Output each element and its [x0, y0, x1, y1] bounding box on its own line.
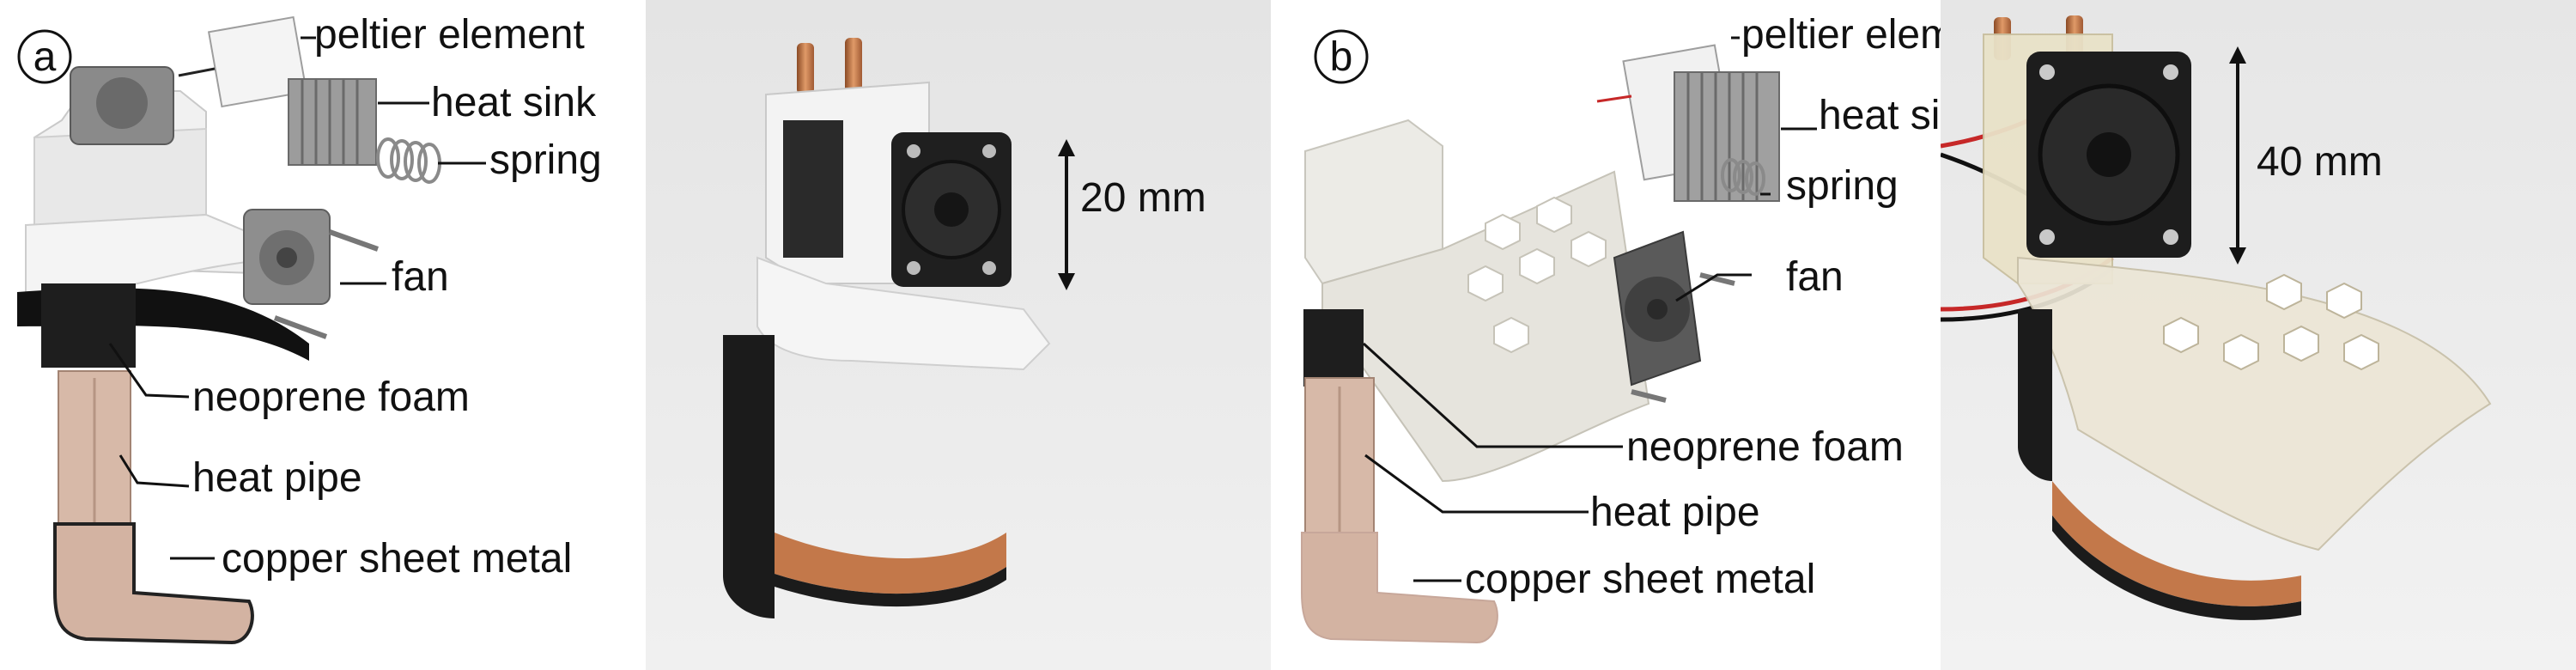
photo-a-foam	[723, 335, 775, 618]
panel-a-svg: a	[0, 0, 646, 670]
panel-b-marker: b	[1314, 29, 1369, 84]
photo-a-svg: 20 mm	[646, 0, 1271, 670]
panel-a-marker: a	[17, 29, 72, 84]
label-foam-a: neoprene foam	[192, 375, 470, 420]
photo-b-svg: 40 mm	[1941, 0, 2576, 670]
label-fan-b: fan	[1786, 254, 1844, 300]
label-pipe-a: heat pipe	[192, 455, 362, 501]
panel-a-letter: a	[33, 34, 57, 80]
dimension-arrow-a	[1058, 139, 1075, 290]
leader-lines-a	[108, 36, 486, 560]
label-copper-b: copper sheet metal	[1465, 557, 1815, 602]
fan-a	[243, 209, 380, 339]
heat-sink-b	[1674, 71, 1780, 202]
photo-b-hex-holes	[2163, 273, 2379, 371]
label-heatsink-a: heat sink	[431, 80, 597, 125]
peltier-element-a	[207, 15, 308, 108]
copper-sheet-b	[1301, 532, 1498, 644]
dimension-label-b: 40 mm	[2257, 139, 2383, 185]
foam-a	[41, 283, 136, 368]
leader-lines-b	[1362, 36, 1817, 582]
panel-b-exploded-view: b	[1271, 0, 1941, 670]
copper-sheet-a	[53, 522, 254, 645]
photo-a-fan	[891, 132, 1012, 287]
peltier-wire-b	[1596, 94, 1632, 103]
label-peltier-b: peltier element	[1741, 12, 1941, 58]
housing-b	[1304, 119, 1650, 483]
dimension-arrow-b	[2229, 46, 2246, 265]
peltier-wire-a	[178, 67, 216, 77]
photo-a-copper-sheet	[775, 533, 1006, 594]
photo-b-base	[2017, 256, 2492, 551]
label-spring-b: spring	[1786, 163, 1899, 209]
photo-b-foam	[2018, 309, 2052, 481]
label-fan-a: fan	[392, 254, 449, 300]
heat-sink-a	[288, 78, 377, 166]
label-peltier-a: peltier element	[314, 12, 585, 58]
label-pipe-b: heat pipe	[1590, 490, 1760, 535]
photo-b-copper-sheet	[2052, 481, 2301, 606]
photo-a: 20 mm	[646, 0, 1271, 670]
copper-pipes-a	[797, 38, 862, 94]
label-copper-a: copper sheet metal	[222, 536, 572, 582]
label-heatsink-b: heat sink	[1819, 93, 1941, 138]
spring-b	[1721, 158, 1765, 196]
photo-a-heatsink	[783, 120, 843, 258]
foam-b	[1303, 309, 1364, 387]
panel-b-letter: b	[1330, 34, 1353, 80]
label-spring-a: spring	[489, 137, 602, 183]
panel-a-exploded-view: a	[0, 0, 646, 670]
photo-b: 40 mm	[1941, 0, 2576, 670]
photo-b-fan	[2026, 52, 2191, 258]
dimension-label-a: 20 mm	[1080, 175, 1206, 221]
fan-b	[1613, 230, 1735, 403]
label-foam-b: neoprene foam	[1626, 424, 1904, 470]
panel-b-svg: b	[1271, 0, 1941, 670]
hex-holes-b	[1467, 196, 1607, 354]
photo-a-base	[756, 256, 1051, 371]
